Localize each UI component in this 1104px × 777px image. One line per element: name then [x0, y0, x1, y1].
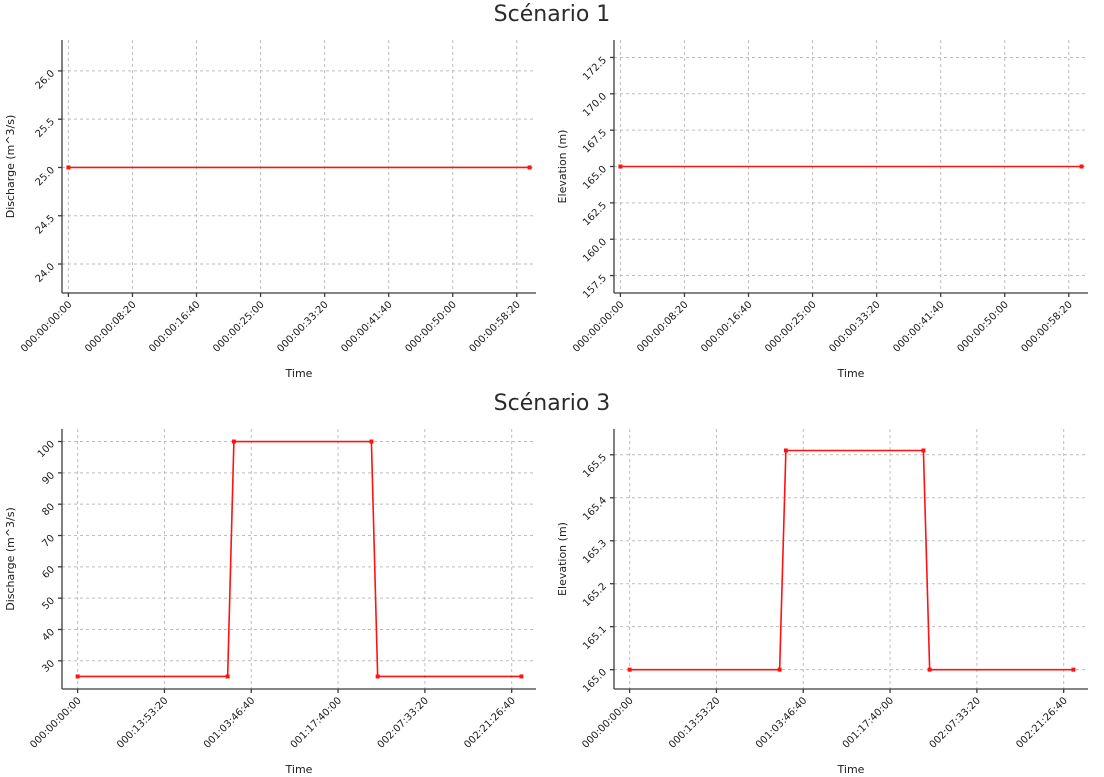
series-markers	[66, 165, 532, 170]
svg-text:165.5: 165.5	[581, 452, 609, 480]
x-axis-label: Time	[285, 763, 313, 776]
y-axis-label: Discharge (m^3/s)	[4, 507, 17, 611]
svg-text:000:13:53:20: 000:13:53:20	[667, 695, 722, 750]
svg-text:165.2: 165.2	[581, 581, 609, 609]
scenario3-elevation-svg: 000:00:00:00 000:13:53:20 001:03:46:40 001:…	[556, 429, 1088, 776]
svg-text:167.5: 167.5	[581, 127, 609, 155]
svg-text:000:00:50:00: 000:00:50:00	[955, 299, 1010, 354]
svg-text:000:00:25:00: 000:00:25:00	[763, 299, 818, 354]
svg-text:002:21:26:40: 002:21:26:40	[1014, 695, 1069, 750]
svg-text:002:07:33:20: 002:07:33:20	[928, 695, 983, 750]
scenario3-discharge-svg: 000:00:00:00 000:13:53:20 001:03:46:40 001:…	[4, 429, 536, 776]
grid-lines	[614, 429, 1088, 689]
series-markers	[618, 164, 1084, 169]
svg-text:165.3: 165.3	[581, 538, 609, 566]
svg-text:172.5: 172.5	[581, 55, 609, 83]
svg-text:000:00:25:00: 000:00:25:00	[211, 299, 266, 354]
tick-labels: 000:00:00:00 000:13:53:20 001:03:46:40 001:…	[580, 452, 1069, 751]
series-markers	[75, 439, 524, 679]
svg-text:001:17:40:00: 001:17:40:00	[841, 695, 896, 750]
svg-text:001:03:46:40: 001:03:46:40	[202, 695, 257, 750]
svg-text:002:21:26:40: 002:21:26:40	[462, 695, 517, 750]
svg-text:24.5: 24.5	[34, 213, 58, 237]
svg-text:162.5: 162.5	[581, 200, 609, 228]
svg-text:157.5: 157.5	[581, 273, 609, 301]
svg-text:001:17:40:00: 001:17:40:00	[289, 695, 344, 750]
grid-lines	[62, 40, 536, 293]
svg-text:000:13:53:20: 000:13:53:20	[115, 695, 170, 750]
axes-spines	[610, 40, 1088, 297]
svg-text:000:00:58:20: 000:00:58:20	[467, 299, 522, 354]
svg-text:24.0: 24.0	[34, 261, 58, 285]
svg-text:100: 100	[36, 439, 57, 460]
svg-text:000:00:00:00: 000:00:00:00	[19, 299, 74, 354]
series-markers	[627, 448, 1076, 672]
tick-labels: 000:00:00:00 000:00:08:20 000:00:16:40 000:…	[571, 55, 1075, 355]
svg-text:000:00:58:20: 000:00:58:20	[1019, 299, 1074, 354]
svg-text:50: 50	[40, 595, 57, 612]
svg-text:70: 70	[40, 533, 57, 550]
svg-text:000:00:33:20: 000:00:33:20	[827, 299, 882, 354]
svg-text:80: 80	[40, 502, 57, 519]
scenario3-elevation-chart: 000:00:00:00 000:13:53:20 001:03:46:40 001:…	[552, 421, 1104, 777]
scenario1-discharge-svg: 000:00:00:00 000:00:08:20 000:00:16:40 000:…	[4, 40, 536, 380]
axes-spines	[58, 429, 536, 693]
svg-text:40: 40	[40, 627, 57, 644]
svg-text:30: 30	[40, 658, 57, 675]
svg-text:000:00:08:20: 000:00:08:20	[635, 299, 690, 354]
svg-text:165.0: 165.0	[581, 667, 609, 695]
y-axis-label: Discharge (m^3/s)	[4, 115, 17, 219]
svg-text:60: 60	[40, 564, 57, 581]
scenario3-discharge-chart: 000:00:00:00 000:13:53:20 001:03:46:40 001:…	[0, 421, 552, 777]
grid-lines	[62, 429, 536, 689]
series-line	[629, 449, 1074, 671]
scenario1-charts-row: 000:00:00:00 000:00:08:20 000:00:16:40 000:…	[0, 32, 1104, 389]
svg-text:165.1: 165.1	[581, 624, 609, 652]
svg-text:165.0: 165.0	[581, 164, 609, 192]
y-axis-label: Elevation (m)	[556, 130, 569, 204]
svg-text:000:00:00:00: 000:00:00:00	[571, 299, 626, 354]
svg-text:001:03:46:40: 001:03:46:40	[754, 695, 809, 750]
tick-labels: 000:00:00:00 000:00:08:20 000:00:16:40 000:…	[19, 68, 523, 355]
svg-text:000:00:16:40: 000:00:16:40	[699, 299, 754, 354]
axes-spines	[610, 429, 1088, 693]
scenario1-title: Scénario 1	[493, 2, 611, 27]
svg-text:000:00:41:40: 000:00:41:40	[891, 299, 946, 354]
svg-text:160.0: 160.0	[581, 237, 609, 265]
tick-labels: 000:00:00:00 000:13:53:20 001:03:46:40 001:…	[28, 439, 517, 751]
x-axis-label: Time	[837, 763, 865, 776]
scenario3-title: Scénario 3	[493, 391, 611, 416]
series-line	[77, 440, 522, 678]
y-axis-label: Elevation (m)	[556, 522, 569, 596]
svg-text:90: 90	[40, 470, 57, 487]
svg-text:000:00:16:40: 000:00:16:40	[147, 299, 202, 354]
axes-spines	[58, 40, 536, 297]
svg-text:000:00:33:20: 000:00:33:20	[275, 299, 330, 354]
svg-text:25.0: 25.0	[34, 165, 58, 189]
svg-text:170.0: 170.0	[581, 91, 609, 119]
svg-text:000:00:00:00: 000:00:00:00	[580, 695, 635, 750]
scenario3-charts-row: 000:00:00:00 000:13:53:20 001:03:46:40 001:…	[0, 421, 1104, 777]
svg-text:002:07:33:20: 002:07:33:20	[376, 695, 431, 750]
x-axis-label: Time	[285, 367, 313, 380]
svg-text:000:00:41:40: 000:00:41:40	[339, 299, 394, 354]
svg-text:000:00:08:20: 000:00:08:20	[83, 299, 138, 354]
x-axis-label: Time	[837, 367, 865, 380]
svg-text:25.5: 25.5	[34, 117, 58, 141]
scenario1-elevation-svg: 000:00:00:00 000:00:08:20 000:00:16:40 000:…	[556, 40, 1088, 380]
svg-text:000:00:00:00: 000:00:00:00	[28, 695, 83, 750]
svg-text:000:00:50:00: 000:00:50:00	[403, 299, 458, 354]
scenario1-discharge-chart: 000:00:00:00 000:00:08:20 000:00:16:40 000:…	[0, 32, 552, 389]
svg-text:26.0: 26.0	[34, 68, 58, 92]
scenario1-elevation-chart: 000:00:00:00 000:00:08:20 000:00:16:40 000:…	[552, 32, 1104, 389]
svg-text:165.4: 165.4	[581, 495, 609, 523]
